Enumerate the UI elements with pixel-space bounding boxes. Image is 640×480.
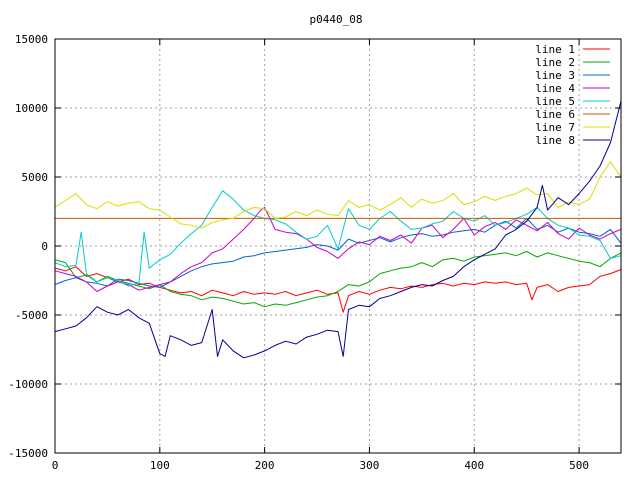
x-tick-label: 400: [464, 459, 484, 472]
y-tick-label: 10000: [15, 102, 48, 115]
legend-label: line 1: [535, 43, 575, 56]
legend-label: line 7: [535, 121, 575, 134]
y-tick-label: 5000: [22, 171, 49, 184]
y-tick-label: -5000: [15, 309, 48, 322]
legend-label: line 6: [535, 108, 575, 121]
chart-title: p0440_08: [310, 13, 363, 26]
y-tick-label: 0: [41, 240, 48, 253]
series-lines: [54, 100, 622, 359]
x-tick-label: 0: [52, 459, 59, 472]
x-tick-label: 200: [255, 459, 275, 472]
series-line-7: [54, 161, 622, 229]
y-tick-label: 15000: [15, 33, 48, 46]
x-tick-label: 500: [569, 459, 589, 472]
legend-label: line 3: [535, 69, 575, 82]
legend-label: line 4: [535, 82, 575, 95]
x-tick-label: 300: [360, 459, 380, 472]
y-tick-label: -15000: [8, 447, 48, 460]
series-line-1: [54, 266, 622, 313]
legend-label: line 2: [535, 56, 575, 69]
series-line-5: [54, 190, 622, 287]
series-line-4: [54, 206, 622, 292]
x-tick-label: 100: [150, 459, 170, 472]
legend-label: line 5: [535, 95, 575, 108]
gridlines: [55, 39, 621, 453]
series-line-2: [54, 251, 622, 308]
axes: 0 100 200 300 400 500 -15000 -10000 -5000 0 5000 10…: [8, 33, 621, 472]
legend-label: line 8: [535, 134, 575, 147]
y-tick-label: -10000: [8, 378, 48, 391]
series-line-8: [54, 100, 622, 359]
